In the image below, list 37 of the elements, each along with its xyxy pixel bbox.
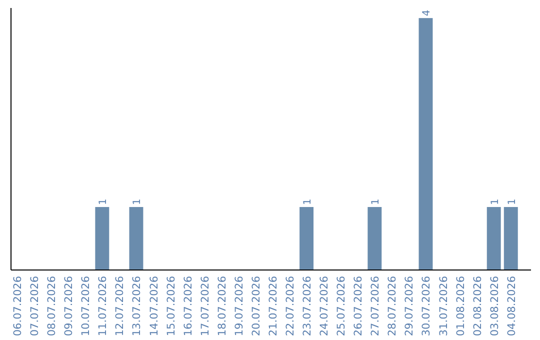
x-tick-label: 03.08.2026: [488, 276, 501, 336]
x-tick-label: 09.07.2026: [63, 276, 76, 336]
x-tick-label: 25.07.2026: [336, 276, 348, 336]
x-tick-label: 13.07.2026: [131, 276, 144, 336]
data-label: 1: [506, 198, 518, 206]
x-tick-label: 31.07.2026: [438, 276, 450, 336]
x-tick-label: 01.08.2026: [454, 276, 467, 336]
x-tick-label: 29.07.2026: [404, 276, 416, 336]
data-label: 1: [490, 198, 501, 206]
data-label: 1: [370, 198, 382, 206]
data-label: 1: [132, 198, 144, 206]
x-tick-label: 08.07.2026: [46, 276, 58, 336]
x-tick-label: 28.07.2026: [386, 276, 399, 336]
x-tick-label: 26.07.2026: [352, 276, 365, 336]
data-label: 4: [422, 10, 433, 16]
x-tick-label: 06.07.2026: [12, 276, 24, 336]
x-tick-label: 10.07.2026: [80, 276, 92, 336]
x-tick-label: 12.07.2026: [114, 276, 126, 336]
x-tick-label: 04.08.2026: [506, 276, 518, 336]
x-tick-label: 24.07.2026: [318, 276, 331, 336]
x-tick-label: 22.07.2026: [284, 276, 296, 336]
x-tick-label: 14.07.2026: [148, 276, 160, 336]
x-tick-label: 18.07.2026: [216, 276, 228, 336]
x-tick-label: 19.07.2026: [233, 276, 246, 336]
x-tick-label: 11.07.2026: [97, 276, 110, 336]
x-tick-label: 16.07.2026: [182, 276, 194, 336]
x-tick-label: 20.07.2026: [250, 276, 262, 336]
x-tick-label: 15.07.2026: [165, 276, 178, 336]
x-tick-label: 30.07.2026: [420, 276, 433, 336]
data-label: 1: [98, 198, 110, 206]
x-tick-label: 07.07.2026: [29, 276, 42, 336]
x-tick-label: 02.08.2026: [472, 276, 484, 336]
x-tick-label: 21.07.2026: [267, 276, 280, 336]
x-tick-label: 27.07.2026: [370, 276, 382, 336]
data-label: 1: [302, 198, 314, 206]
x-tick-label: 23.07.2026: [302, 276, 314, 336]
x-tick-label: 17.07.2026: [199, 276, 212, 336]
